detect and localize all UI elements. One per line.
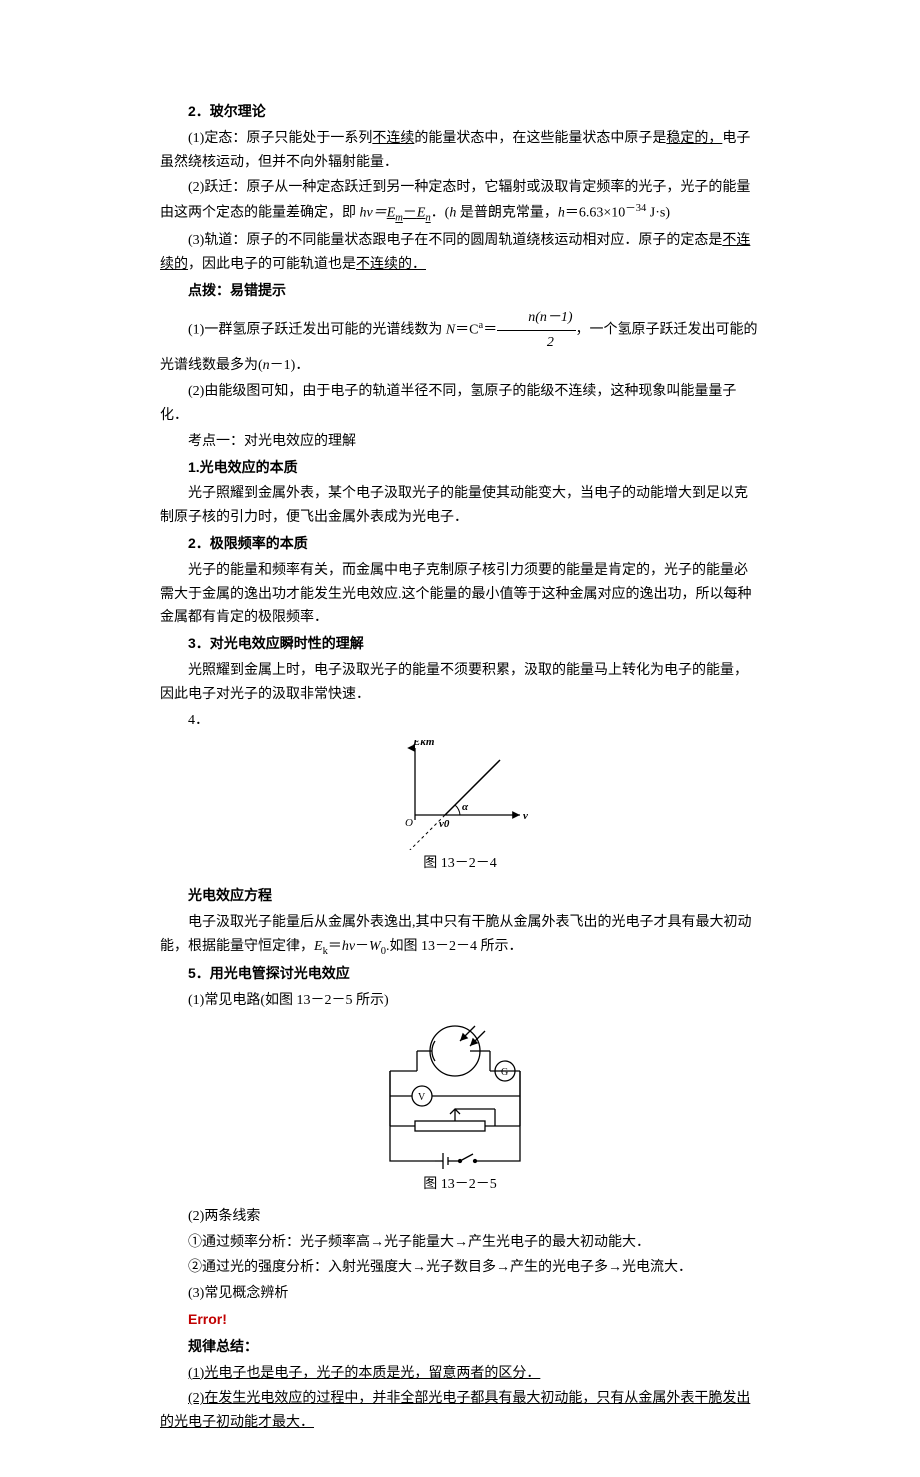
sub-2-para: 光子的能量和频率有关，而金属中电子克制原子核引力须要的能量是肯定的，光子的能量必…	[160, 559, 760, 630]
kaodian-1: 考点一：对光电效应的理解	[160, 430, 760, 454]
para-dingai: (1)定态：原子只能处于一系列不连续的能量状态中，在这些能量状态中原子是稳定的，…	[160, 127, 760, 175]
guilu-1: (1)光电子也是电子，光子的本质是光，留意两者的区分．	[160, 1362, 760, 1386]
para-guidao: (3)轨道：原子的不同能量状态跟电子在不同的圆周轨道绕核运动相对应．原子的定态是…	[160, 229, 760, 277]
svg-text:O: O	[405, 817, 413, 829]
para-quantization: (2)由能级图可知，由于电子的轨道半径不同，氢原子的能级不连续，这种现象叫能量量…	[160, 380, 760, 428]
svg-text:α: α	[462, 801, 469, 813]
sub-5-p1: (1)常见电路(如图 13－2－5 所示)	[160, 989, 760, 1013]
figure-13-2-5-caption: 图 13－2－5	[160, 1173, 760, 1197]
figure-13-2-4-caption: 图 13－2－4	[160, 852, 760, 876]
svg-text:ν0: ν0	[439, 818, 450, 830]
svg-text:G: G	[501, 1067, 508, 1078]
svg-text:ν: ν	[523, 810, 528, 822]
para-yueqian: (2)跃迁：原子从一种定态跃迁到另一种定态时，它辐射或汲取肯定频率的光子，光子的…	[160, 176, 760, 227]
sub-1-para: 光子照耀到金属外表，某个电子汲取光子的能量使其动能变大，当电子的动能增大到足以克…	[160, 482, 760, 530]
ekm-graph: Ekm ν ν0 α O	[385, 740, 535, 850]
svg-text:V: V	[418, 1092, 426, 1103]
sub-5-p3: (3)常见概念辨析	[160, 1282, 760, 1306]
svg-text:Ekm: Ekm	[412, 740, 435, 748]
sub-5-p2b: ②通过光的强度分析：入射光强度大→光子数目多→产生的光电子多→光电流大．	[160, 1256, 760, 1280]
guilu-heading: 规律总结：	[160, 1335, 760, 1360]
heading-bohr: 2．玻尔理论	[160, 100, 760, 125]
sub-4-num: 4．	[160, 709, 760, 733]
figure-13-2-4: Ekm ν ν0 α O 图 13－2－4	[160, 740, 760, 876]
para-spectral-lines: (1)一群氢原子跃迁发出可能的光谱线数为 N＝Ca＝n(n－1)2，一个氢原子跃…	[160, 306, 760, 378]
error-text: Error!	[160, 1308, 760, 1333]
guilu-2: (2)在发生光电效应的过程中，并非全部光电子都具有最大初动能，只有从金属外表干脆…	[160, 1387, 760, 1435]
sub-5-heading: 5．用光电管探讨光电效应	[160, 962, 760, 987]
circuit-diagram: G V	[360, 1021, 560, 1171]
heading-dianbo: 点拨：易错提示	[160, 279, 760, 304]
sub-4-heading: 光电效应方程	[160, 884, 760, 909]
figure-13-2-5: G V 图 13－2－5	[160, 1021, 760, 1197]
sub-2-heading: 2．极限频率的本质	[160, 532, 760, 557]
sub-5-p2a: ①通过频率分析：光子频率高→光子能量大→产生光电子的最大初动能大．	[160, 1231, 760, 1255]
sub-4-para: 电子汲取光子能量后从金属外表逸出,其中只有干脆从金属外表飞出的光电子才具有最大初…	[160, 911, 760, 960]
sub-3-heading: 3．对光电效应瞬时性的理解	[160, 632, 760, 657]
sub-1-heading: 1.光电效应的本质	[160, 456, 760, 481]
sub-5-p2: (2)两条线索	[160, 1205, 760, 1229]
sub-3-para: 光照耀到金属上时，电子汲取光子的能量不须要积累，汲取的能量马上转化为电子的能量，…	[160, 659, 760, 707]
